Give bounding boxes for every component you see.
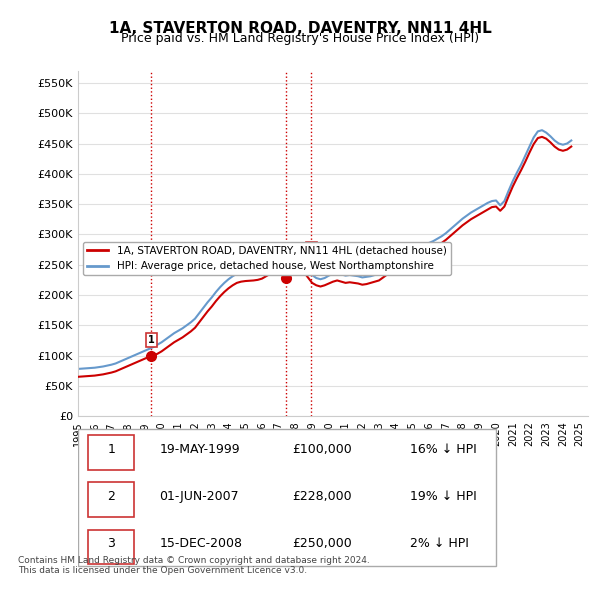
Text: 2% ↓ HPI: 2% ↓ HPI [409,537,469,550]
Text: 3: 3 [107,537,115,550]
FancyBboxPatch shape [88,435,134,470]
Text: £250,000: £250,000 [292,537,352,550]
Text: 1: 1 [107,443,115,456]
Text: 01-JUN-2007: 01-JUN-2007 [160,490,239,503]
FancyBboxPatch shape [78,429,496,566]
Text: Contains HM Land Registry data © Crown copyright and database right 2024.
This d: Contains HM Land Registry data © Crown c… [18,556,370,575]
Text: 1: 1 [148,335,155,345]
Text: £100,000: £100,000 [292,443,352,456]
Legend: 1A, STAVERTON ROAD, DAVENTRY, NN11 4HL (detached house), HPI: Average price, det: 1A, STAVERTON ROAD, DAVENTRY, NN11 4HL (… [83,242,451,276]
Text: 3: 3 [308,244,315,254]
Text: 2: 2 [283,257,289,267]
Text: 2: 2 [107,490,115,503]
Text: £228,000: £228,000 [292,490,352,503]
Text: 19-MAY-1999: 19-MAY-1999 [160,443,240,456]
Text: 15-DEC-2008: 15-DEC-2008 [160,537,242,550]
FancyBboxPatch shape [88,530,134,564]
Text: 16% ↓ HPI: 16% ↓ HPI [409,443,476,456]
FancyBboxPatch shape [88,483,134,517]
Text: 19% ↓ HPI: 19% ↓ HPI [409,490,476,503]
Text: Price paid vs. HM Land Registry's House Price Index (HPI): Price paid vs. HM Land Registry's House … [121,32,479,45]
Text: 1A, STAVERTON ROAD, DAVENTRY, NN11 4HL: 1A, STAVERTON ROAD, DAVENTRY, NN11 4HL [109,21,491,35]
